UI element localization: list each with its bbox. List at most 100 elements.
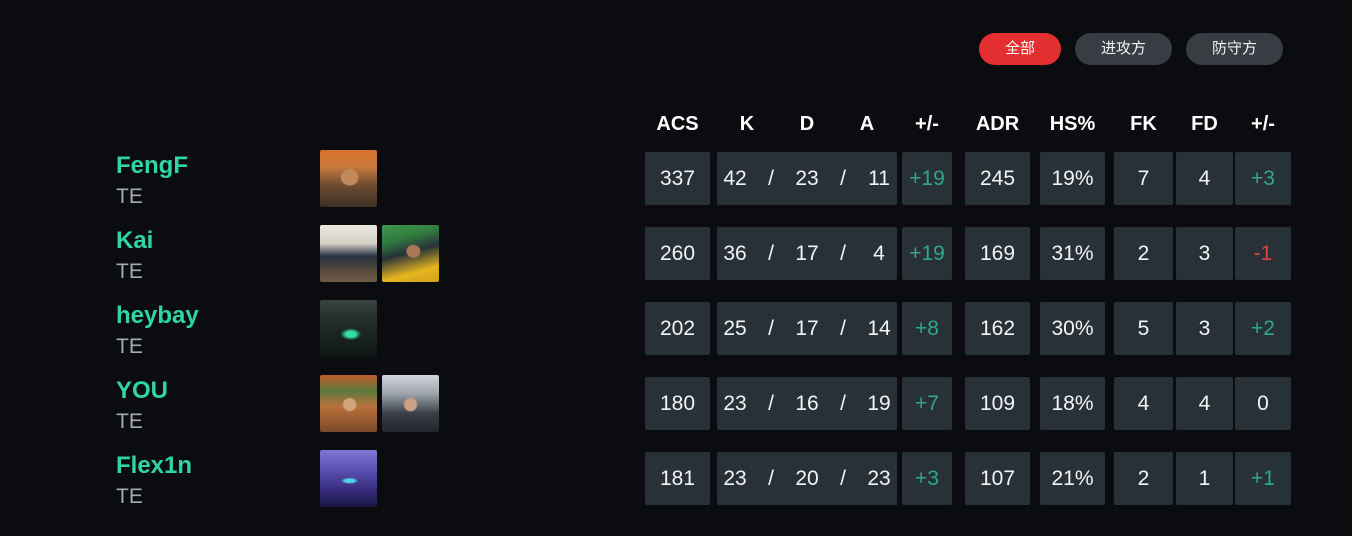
player-photo <box>49 374 106 432</box>
header-kills: K <box>739 113 755 135</box>
kda-separator: / <box>768 391 774 415</box>
player-name: FengF <box>116 152 188 179</box>
side-filter-group: 全部 进攻方 防守方 <box>978 33 1283 65</box>
assists-value: 4 <box>873 241 885 265</box>
adr-cell: 245 <box>965 152 1030 205</box>
kills-value: 23 <box>723 391 747 415</box>
player-photo <box>49 149 106 207</box>
agent-avatar-group <box>320 225 439 282</box>
header-plusminus: +/- <box>915 113 939 135</box>
adr-cell: 109 <box>965 377 1030 430</box>
agent-avatar <box>320 375 377 432</box>
acs-cell: 260 <box>645 227 710 280</box>
agent-avatar <box>320 450 377 507</box>
header-headshot-pct: HS% <box>1049 113 1096 135</box>
first-deaths-cell: 1 <box>1176 452 1233 505</box>
assists-value: 23 <box>867 466 891 490</box>
header-adr: ADR <box>975 113 1020 135</box>
player-row: heybay TE 202 25 / 17 / 14 +8 162 30% 5 … <box>0 299 1352 359</box>
first-kills-cell: 7 <box>1114 152 1173 205</box>
kills-value: 42 <box>723 166 747 190</box>
plusminus-cell: +3 <box>902 452 952 505</box>
agent-avatar-group <box>320 150 377 207</box>
player-photo <box>49 299 106 357</box>
kills-value: 23 <box>723 466 747 490</box>
header-first-kills: FK <box>1130 113 1157 135</box>
fk-fd-plusminus-cell: +3 <box>1235 152 1291 205</box>
deaths-value: 17 <box>795 241 819 265</box>
kda-separator: / <box>768 466 774 490</box>
kda-cell: 42 / 23 / 11 <box>717 152 897 205</box>
filter-all-button[interactable]: 全部 <box>978 33 1061 65</box>
acs-cell: 181 <box>645 452 710 505</box>
kda-cell: 25 / 17 / 14 <box>717 302 897 355</box>
agent-avatar <box>382 225 439 282</box>
kda-separator: / <box>840 241 846 265</box>
kda-separator: / <box>840 466 846 490</box>
kda-cell: 23 / 20 / 23 <box>717 452 897 505</box>
kda-separator: / <box>840 166 846 190</box>
kills-value: 25 <box>723 316 747 340</box>
kda-cell: 23 / 16 / 19 <box>717 377 897 430</box>
deaths-value: 20 <box>795 466 819 490</box>
kda-separator: / <box>768 241 774 265</box>
header-acs: ACS <box>656 113 699 135</box>
player-name: Flex1n <box>116 452 193 479</box>
player-photo <box>49 449 106 507</box>
plusminus-cell: +7 <box>902 377 952 430</box>
agent-avatar <box>320 300 377 357</box>
player-team-tag: TE <box>116 185 143 208</box>
plusminus-cell: +19 <box>902 227 952 280</box>
fk-fd-plusminus-cell: +1 <box>1235 452 1291 505</box>
first-kills-cell: 2 <box>1114 227 1173 280</box>
filter-defense-button[interactable]: 防守方 <box>1185 33 1283 65</box>
acs-cell: 337 <box>645 152 710 205</box>
headshot-pct-cell: 18% <box>1040 377 1105 430</box>
agent-avatar-group <box>320 375 439 432</box>
agent-avatar <box>320 150 377 207</box>
assists-value: 11 <box>868 166 890 190</box>
headshot-pct-cell: 19% <box>1040 152 1105 205</box>
player-name: heybay <box>116 302 199 329</box>
fk-fd-plusminus-cell: -1 <box>1235 227 1291 280</box>
header-deaths: D <box>799 113 815 135</box>
first-kills-cell: 2 <box>1114 452 1173 505</box>
kda-separator: / <box>840 316 846 340</box>
player-row: Kai TE 260 36 / 17 / 4 +19 169 31% 2 3 -… <box>0 224 1352 284</box>
adr-cell: 169 <box>965 227 1030 280</box>
first-kills-cell: 4 <box>1114 377 1173 430</box>
assists-value: 14 <box>867 316 891 340</box>
adr-cell: 107 <box>965 452 1030 505</box>
headshot-pct-cell: 31% <box>1040 227 1105 280</box>
headshot-pct-cell: 21% <box>1040 452 1105 505</box>
kda-cell: 36 / 17 / 4 <box>717 227 897 280</box>
header-assists: A <box>859 113 875 135</box>
agent-avatar-group <box>320 450 377 507</box>
agent-avatar <box>320 225 377 282</box>
player-team-tag: TE <box>116 335 143 358</box>
plusminus-cell: +19 <box>902 152 952 205</box>
kda-separator: / <box>840 391 846 415</box>
fk-fd-plusminus-cell: 0 <box>1235 377 1291 430</box>
player-row: FengF TE 337 42 / 23 / 11 +19 245 19% 7 … <box>0 149 1352 209</box>
player-team-tag: TE <box>116 485 143 508</box>
assists-value: 19 <box>867 391 891 415</box>
first-deaths-cell: 3 <box>1176 227 1233 280</box>
first-deaths-cell: 4 <box>1176 152 1233 205</box>
header-fk-fd-plusminus: +/- <box>1251 113 1275 135</box>
player-row: YOU TE 180 23 / 16 / 19 +7 109 18% 4 4 0 <box>0 374 1352 434</box>
header-first-deaths: FD <box>1191 113 1218 135</box>
kda-separator: / <box>768 166 774 190</box>
player-name: YOU <box>116 377 169 404</box>
player-photo <box>49 224 106 282</box>
filter-attack-button[interactable]: 进攻方 <box>1074 33 1172 65</box>
player-team-tag: TE <box>116 410 143 433</box>
adr-cell: 162 <box>965 302 1030 355</box>
deaths-value: 23 <box>795 166 819 190</box>
player-name: Kai <box>116 227 154 254</box>
agent-avatar-group <box>320 300 377 357</box>
agent-avatar <box>382 375 439 432</box>
kda-separator: / <box>768 316 774 340</box>
first-deaths-cell: 4 <box>1176 377 1233 430</box>
